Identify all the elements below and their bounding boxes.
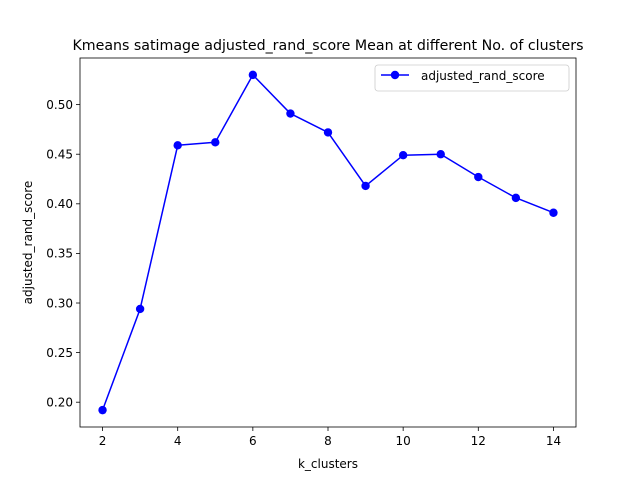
x-axis-label: k_clusters xyxy=(298,457,358,471)
x-tick-label: 4 xyxy=(174,434,182,448)
y-tick-label: 0.50 xyxy=(46,98,73,112)
x-tick-label: 2 xyxy=(99,434,107,448)
x-tick-label: 14 xyxy=(546,434,561,448)
x-axis-ticks: 2 4 6 8 10 12 14 xyxy=(99,427,561,448)
plot-frame xyxy=(79,57,577,428)
x-tick-label: 6 xyxy=(249,434,257,448)
legend-label: adjusted_rand_score xyxy=(421,69,545,83)
chart-title: Kmeans satimage adjusted_rand_score Mean… xyxy=(72,38,583,54)
data-point xyxy=(511,193,521,203)
data-point xyxy=(549,208,558,217)
y-tick-label: 0.20 xyxy=(46,396,73,410)
data-point xyxy=(361,181,370,191)
data-point xyxy=(211,138,220,147)
y-tick-label: 0.30 xyxy=(46,296,73,310)
data-point xyxy=(474,172,483,182)
y-axis-ticks: 0.20 0.25 0.30 0.35 0.40 0.45 0.50 xyxy=(46,98,80,410)
x-tick-label: 8 xyxy=(324,434,332,448)
data-point xyxy=(248,70,258,80)
legend-marker-swatch xyxy=(390,70,400,80)
legend-frame xyxy=(374,64,570,92)
data-point xyxy=(436,150,445,159)
data-point xyxy=(323,128,333,137)
data-point xyxy=(286,109,295,118)
x-tick-label: 10 xyxy=(396,434,411,448)
y-tick-label: 0.45 xyxy=(46,148,73,162)
data-point xyxy=(173,141,182,150)
chart-legend: adjusted_rand_score xyxy=(374,64,570,92)
data-point xyxy=(135,304,145,314)
y-axis-label: adjusted_rand_score xyxy=(21,181,35,305)
y-tick-label: 0.35 xyxy=(46,247,73,261)
y-tick-label: 0.25 xyxy=(46,346,73,360)
data-point xyxy=(398,151,408,160)
y-tick-label: 0.40 xyxy=(46,197,73,211)
data-point xyxy=(98,405,107,415)
x-tick-label: 12 xyxy=(471,434,486,448)
plot-series xyxy=(98,70,558,415)
